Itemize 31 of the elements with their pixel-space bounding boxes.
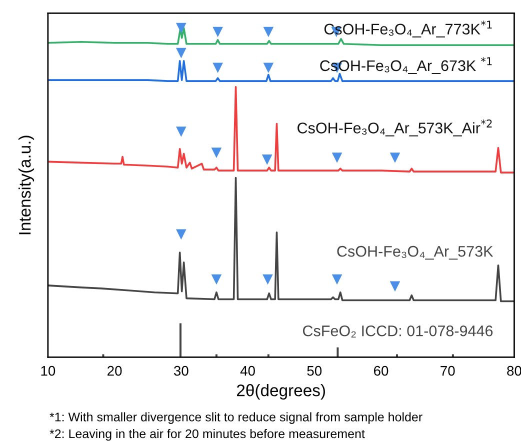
point xyxy=(263,26,274,38)
y-axis-title: Intensity(a.u.) xyxy=(18,136,34,234)
x-tick-label: 50 xyxy=(307,366,322,376)
x-tick-label: 10 xyxy=(41,366,56,376)
text: *1: With smaller divergence slit to reduce signal from sample holder xyxy=(50,412,422,424)
point xyxy=(390,281,400,292)
x-axis-title: 2θ(degrees) xyxy=(236,384,325,400)
text: *2: Leaving in the air for 20 minutes before measurement xyxy=(50,429,365,441)
point xyxy=(262,154,272,165)
point xyxy=(332,274,342,285)
point xyxy=(211,274,222,285)
point xyxy=(212,62,223,74)
series-label: CsFeO₂ ICCD: 01-078-9446 xyxy=(302,325,493,338)
point xyxy=(332,152,342,163)
point xyxy=(390,152,400,163)
x-tick-label: 70 xyxy=(440,366,455,376)
series-label: CsOH-Fe₃O₄_Ar_573K_Air$^{*2}$ xyxy=(298,120,492,136)
x-tick-label: 80 xyxy=(507,366,521,376)
point xyxy=(212,26,223,38)
point xyxy=(176,229,186,240)
x-tick-label: 40 xyxy=(240,366,255,376)
point xyxy=(176,48,186,58)
point xyxy=(176,22,186,34)
point xyxy=(262,274,273,285)
point xyxy=(211,148,222,158)
point xyxy=(176,126,186,137)
x-tick-label: 20 xyxy=(108,366,122,376)
point xyxy=(263,62,274,74)
series-label: CsOH-Fe₃O₄_Ar_573K xyxy=(337,246,494,260)
x-tick-label: 60 xyxy=(374,366,388,376)
x-tick-label: 30 xyxy=(174,366,188,376)
